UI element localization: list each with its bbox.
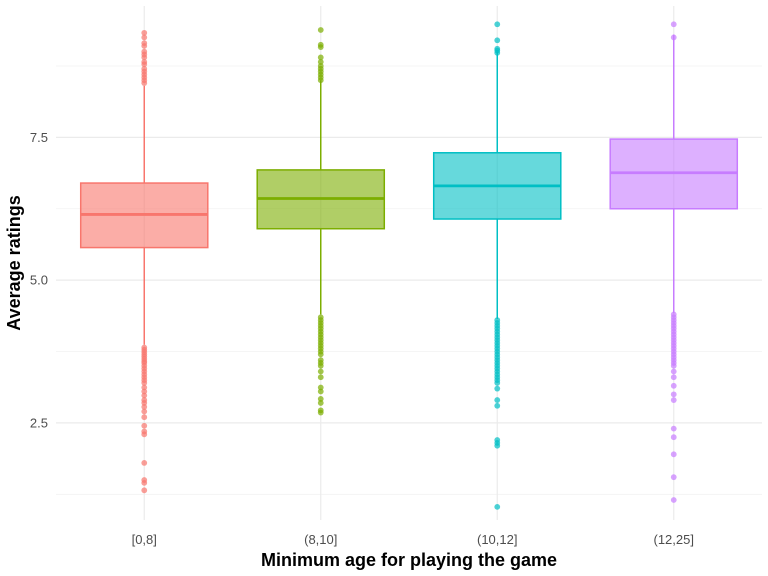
x-tick-label: (10,12] (477, 532, 517, 547)
outlier-point (494, 402, 501, 409)
outlier-point (494, 397, 501, 403)
outlier-point (670, 21, 677, 28)
outlier-point (494, 442, 501, 449)
outlier-point (141, 487, 148, 494)
outlier-point (670, 451, 677, 458)
outlier-point (141, 392, 148, 399)
grid-lines (56, 6, 762, 520)
tick-labels: 2.5 5.0 7.5 [0,8] (8,10] (10,12] (12,25] (30, 130, 694, 547)
outlier-point (494, 385, 501, 392)
outlier-point (317, 368, 324, 375)
outlier-point (141, 380, 148, 386)
y-axis-title: Average ratings (4, 195, 24, 330)
outlier-point (141, 459, 148, 466)
outlier-point (317, 77, 324, 84)
outlier-point (670, 362, 677, 369)
outlier-point (317, 409, 324, 416)
outlier-point (141, 61, 148, 68)
outlier-point (670, 497, 677, 503)
outlier-point (317, 44, 324, 51)
outlier-point (494, 380, 501, 386)
outlier-point (141, 408, 148, 415)
x-tick-label: (12,25] (654, 532, 694, 547)
outlier-point (670, 397, 677, 403)
outlier-point (670, 34, 677, 41)
outlier-point (494, 503, 501, 510)
outlier-point (317, 374, 324, 381)
box-group-(10,12] (432, 21, 562, 510)
outlier-point (317, 388, 324, 395)
outlier-point (317, 362, 324, 369)
outlier-point (494, 49, 501, 56)
outlier-point (141, 80, 148, 86)
outlier-point (317, 396, 324, 402)
outlier-point (141, 384, 148, 391)
y-tick-label: 5.0 (30, 273, 48, 288)
outlier-point (494, 21, 501, 28)
outlier-point (141, 29, 148, 36)
outlier-point (141, 414, 148, 421)
outlier-point (141, 404, 148, 410)
outlier-point (141, 54, 148, 61)
outlier-point (670, 368, 677, 375)
outlier-point (141, 479, 148, 486)
outlier-point (670, 434, 677, 441)
x-tick-label: [0,8] (132, 532, 157, 547)
boxplot-series (79, 21, 739, 510)
outlier-point (317, 384, 324, 391)
outlier-point (141, 422, 148, 429)
outlier-point (141, 431, 148, 438)
outlier-point (317, 351, 324, 358)
outlier-point (317, 400, 324, 406)
x-axis-title: Minimum age for playing the game (261, 550, 557, 570)
outlier-point (141, 400, 148, 406)
outlier-point (670, 374, 677, 381)
outlier-point (670, 425, 677, 432)
y-tick-label: 7.5 (30, 130, 48, 145)
outlier-point (141, 34, 148, 41)
x-tick-label: (8,10] (304, 532, 337, 547)
outlier-point (494, 37, 501, 44)
box-group-(12,25] (609, 21, 739, 503)
outlier-point (141, 43, 148, 49)
box-group-[0,8] (79, 29, 209, 494)
y-tick-label: 2.5 (30, 415, 48, 430)
outlier-point (670, 391, 677, 398)
outlier-point (670, 382, 677, 389)
outlier-point (141, 388, 148, 395)
box-group-(8,10] (256, 27, 386, 416)
outlier-point (670, 474, 677, 481)
outlier-point (317, 59, 324, 65)
outlier-point (317, 27, 324, 33)
outlier-point (317, 54, 324, 61)
